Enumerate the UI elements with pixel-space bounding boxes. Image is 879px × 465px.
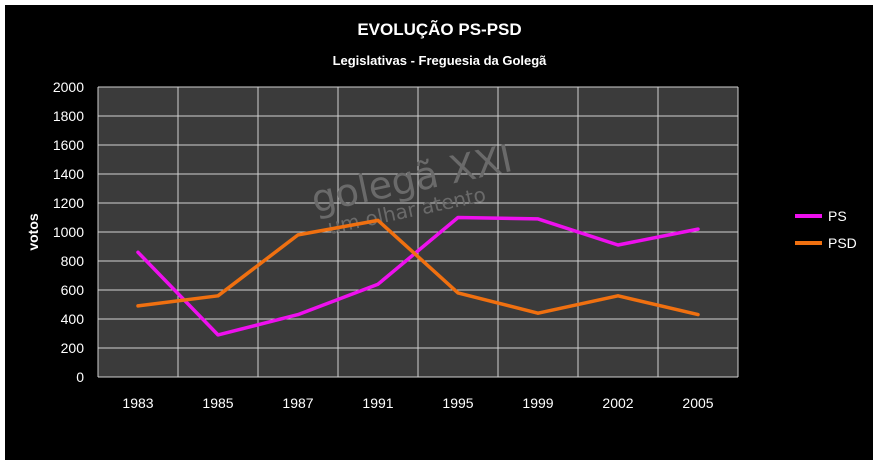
x-tick-label: 1983 bbox=[122, 395, 153, 411]
x-tick-label: 2005 bbox=[682, 395, 713, 411]
y-axis-ticks: 0 200 400 600 800 1000 1200 1400 1600 1800 2000 bbox=[53, 79, 84, 385]
data-point-psd bbox=[296, 233, 300, 237]
data-point-ps bbox=[696, 227, 700, 231]
y-tick-label: 1400 bbox=[53, 166, 84, 182]
data-point-ps bbox=[456, 216, 460, 219]
x-tick-label: 1995 bbox=[442, 395, 473, 411]
y-tick-label: 1600 bbox=[53, 137, 84, 153]
data-point-psd bbox=[456, 291, 460, 295]
y-tick-label: 1800 bbox=[53, 108, 84, 124]
y-tick-label: 600 bbox=[61, 282, 85, 298]
data-point-psd bbox=[696, 313, 700, 317]
chart-title: EVOLUÇÃO PS-PSD bbox=[357, 20, 522, 39]
y-tick-label: 0 bbox=[76, 369, 84, 385]
data-point-psd bbox=[216, 294, 220, 298]
legend-label-psd: PSD bbox=[828, 235, 857, 251]
y-tick-label: 1200 bbox=[53, 195, 84, 211]
data-point-ps bbox=[376, 282, 380, 286]
data-point-ps bbox=[136, 250, 140, 254]
y-tick-label: 200 bbox=[61, 340, 85, 356]
data-point-psd bbox=[136, 304, 140, 308]
y-tick-label: 1000 bbox=[53, 224, 84, 240]
series-line-ps bbox=[136, 215, 700, 337]
x-axis-ticks: 1983 1985 1987 1991 1995 1999 2002 2005 bbox=[122, 395, 713, 411]
y-tick-label: 400 bbox=[61, 311, 85, 327]
series-lines bbox=[136, 215, 700, 337]
data-point-ps bbox=[296, 313, 300, 317]
x-tick-label: 1999 bbox=[522, 395, 553, 411]
gridlines bbox=[97, 86, 739, 378]
y-tick-label: 2000 bbox=[53, 79, 84, 95]
data-point-psd bbox=[616, 294, 620, 298]
data-point-ps bbox=[616, 243, 620, 247]
y-tick-label: 800 bbox=[61, 253, 85, 269]
x-tick-label: 1987 bbox=[282, 395, 313, 411]
data-point-ps bbox=[536, 217, 540, 221]
y-axis-label: votos bbox=[25, 213, 41, 251]
chart-subtitle: Legislativas - Freguesia da Golegã bbox=[332, 53, 547, 68]
legend-label-ps: PS bbox=[828, 208, 847, 224]
legend: PS PSD bbox=[795, 208, 857, 251]
x-tick-label: 1985 bbox=[202, 395, 233, 411]
data-point-ps bbox=[216, 333, 220, 337]
data-point-psd bbox=[376, 218, 380, 222]
series-line-psd bbox=[136, 218, 700, 317]
data-point-psd bbox=[536, 311, 540, 315]
x-tick-label: 1991 bbox=[362, 395, 393, 411]
x-tick-label: 2002 bbox=[602, 395, 633, 411]
